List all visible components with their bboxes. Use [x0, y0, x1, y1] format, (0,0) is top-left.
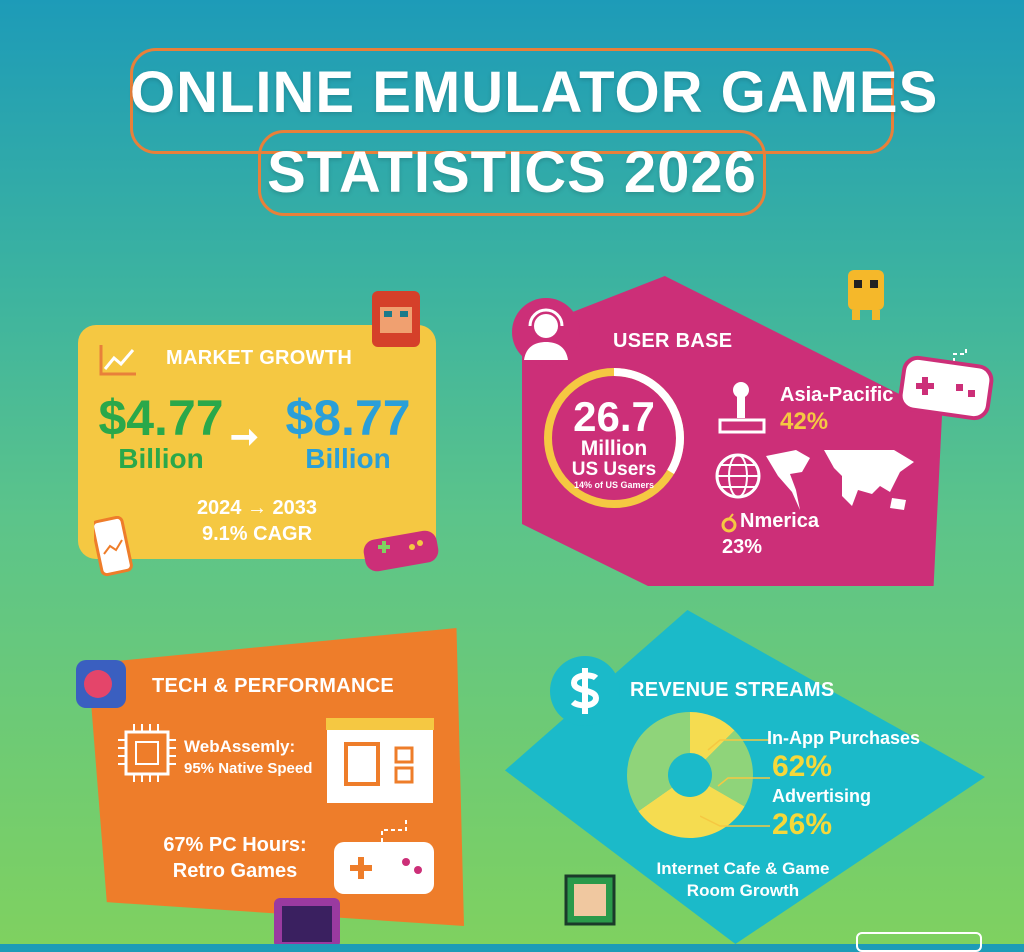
pc-hours-value: Retro Games — [172, 860, 298, 882]
pixel-face-icon — [564, 874, 616, 926]
region-name-asia: Asia-Pacific — [780, 384, 894, 406]
pixel-ghost-icon — [848, 270, 884, 320]
title-frame-1 — [130, 48, 894, 154]
revenue-item-1-name: In-App Purchases — [767, 728, 921, 748]
pixel-monkey-icon — [372, 291, 420, 347]
users-label: US Users — [571, 459, 657, 480]
trend-chart-icon — [99, 345, 136, 376]
smartphone-icon — [94, 516, 133, 577]
handheld-console-icon — [274, 898, 340, 944]
title-line-1: ONLINE EMULATOR GAMES — [130, 60, 939, 125]
donut-segment — [690, 712, 735, 760]
world-map-icon — [766, 450, 914, 510]
market-from-value: $4.77 — [98, 390, 224, 446]
pc-hours-label: 67% PC Hours: — [163, 834, 307, 856]
gamepad-icon — [363, 530, 439, 572]
market-years: 2024 → 2033 — [196, 497, 318, 519]
market-growth-card: MARKET GROWTH $4.77 Billion ➞ $8.77 Bill… — [78, 325, 436, 559]
headset-user-icon — [512, 298, 580, 366]
donut-segment — [705, 730, 753, 807]
leader-lines — [700, 739, 770, 827]
users-unit: Million — [580, 437, 648, 460]
market-to-value: $8.77 — [285, 390, 411, 446]
market-from-unit: Billion — [118, 443, 204, 474]
tech-heading: TECH & PERFORMANCE — [152, 675, 395, 697]
corner-frame — [856, 932, 982, 952]
revenue-item-2-value: 26% — [772, 808, 833, 841]
region-value-america: 23% — [722, 536, 763, 558]
browser-window-icon — [325, 717, 435, 805]
ring-share — [544, 368, 684, 508]
cpu-chip-icon — [118, 724, 176, 782]
users-share-ring — [544, 368, 684, 508]
market-to-unit: Billion — [305, 443, 391, 474]
globe-icon — [715, 453, 761, 499]
pixel-creature-icon — [76, 660, 126, 708]
revenue-item-1-value: 62% — [772, 750, 833, 783]
user-base-heading: USER BASE — [613, 330, 733, 352]
region-name-america: Nmerica — [740, 510, 819, 532]
wasm-label: WebAssemly: — [184, 737, 296, 756]
users-note: 14% of US Gamers — [573, 480, 655, 490]
wasm-value: 95% Native Speed — [184, 760, 313, 777]
flame-icon — [721, 513, 737, 533]
revenue-heading: REVENUE STREAMS — [630, 679, 835, 701]
title-frame-2 — [258, 130, 766, 216]
retro-controller-icon — [334, 820, 434, 894]
joystick-icon — [718, 382, 766, 434]
market-heading: MARKET GROWTH — [166, 347, 353, 369]
revenue-item-2-name: Advertising — [772, 786, 872, 806]
revenue-footer: Internet Cafe & Game Room Growth — [656, 859, 830, 900]
arrow-right-icon: ➞ — [230, 418, 259, 456]
market-cagr: 9.1% CAGR — [201, 523, 313, 545]
users-value: 26.7 — [573, 393, 655, 440]
donut-segment — [627, 712, 690, 812]
title-line-2: STATISTICS 2026 — [267, 140, 757, 205]
region-value-asia: 42% — [780, 408, 829, 435]
pixel-gamepad-icon — [898, 346, 994, 421]
dollar-icon — [550, 656, 620, 726]
